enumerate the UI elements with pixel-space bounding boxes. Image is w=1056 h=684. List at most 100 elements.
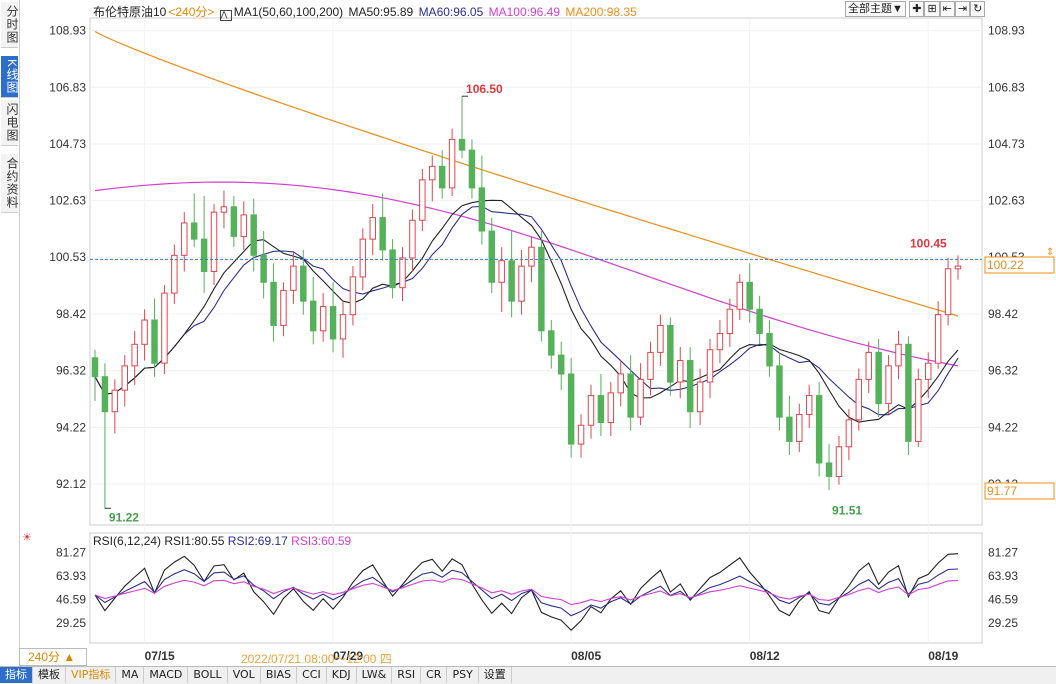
price-tick-right: 108.93 xyxy=(988,24,1025,38)
rsi-tick-left: 29.25 xyxy=(56,616,86,630)
indicator-tab-12[interactable]: CR xyxy=(421,667,448,683)
indicator-tab-10[interactable]: LW& xyxy=(357,667,393,683)
rsi-tick-left: 63.93 xyxy=(56,569,86,583)
crosshair-icon[interactable]: ✚ xyxy=(909,1,925,17)
candle-body xyxy=(399,257,406,289)
high-annotation: 106.50 xyxy=(466,82,503,96)
zoom-in-icon[interactable]: ⊞ xyxy=(924,1,940,17)
rsi-title: RSI(6,12,24) xyxy=(93,534,162,548)
ma200-value: MA200:98.35 xyxy=(565,5,637,19)
tab-kline[interactable]: K线图 xyxy=(1,56,19,99)
indicator-tab-5[interactable]: BOLL xyxy=(188,667,228,683)
indicator-tab-7[interactable]: BIAS xyxy=(261,667,298,683)
candle-body xyxy=(200,238,208,272)
candle-body xyxy=(141,319,148,345)
indicator-tab-11[interactable]: RSI xyxy=(392,667,422,683)
ma200-line xyxy=(94,30,959,317)
candle-body xyxy=(796,413,803,442)
candle-body xyxy=(915,378,922,442)
last-icon[interactable]: ⇥ xyxy=(954,1,971,17)
indicator-tab-0[interactable]: 指标 xyxy=(0,667,33,683)
candle-body xyxy=(478,187,486,232)
theme-button[interactable]: 全部主题▼ xyxy=(845,1,906,17)
candle-body xyxy=(944,268,952,316)
indicator-tab-6[interactable]: VOL xyxy=(228,667,261,683)
candle-body xyxy=(885,365,892,405)
indicator-tab-13[interactable]: PSY xyxy=(447,667,479,683)
rsi1-value: RSI1:80.55 xyxy=(164,534,225,548)
refresh-icon[interactable]: ↻ xyxy=(970,1,986,17)
candle-body xyxy=(786,416,793,442)
chart-canvas[interactable]: 108.93 108.93 106.83 106.83 104.73 104.73 102.… xyxy=(0,0,1056,666)
candle-body xyxy=(567,373,575,445)
rsi-tick-right: 29.25 xyxy=(988,616,1018,630)
candle-body xyxy=(617,373,624,394)
candle-body xyxy=(875,351,882,405)
candle-body xyxy=(429,165,436,181)
left-tab-bar: 分时图 K线图 闪电图 合约资料 xyxy=(0,0,20,683)
candle-body xyxy=(905,343,912,442)
rsi-tick-left: 46.59 xyxy=(56,592,86,606)
tab-flash-chart[interactable]: 闪电图 xyxy=(1,100,19,146)
candle-body xyxy=(627,373,634,418)
candle-body xyxy=(250,214,257,256)
tab-timeshare[interactable]: 分时图 xyxy=(1,2,19,48)
top-toolbar: 全部主题▼ ✚ ⊞ ⇤ ⇥ ↻ xyxy=(845,1,986,17)
ma200-value-label: 91.77 xyxy=(987,484,1017,498)
indicator-tab-2[interactable]: VIP指标 xyxy=(66,667,117,683)
tab-contract-info[interactable]: 合约资料 xyxy=(1,154,19,213)
timestamp-label: 2022/07/21 08:00～12:00 四 xyxy=(241,652,392,666)
chart-icon: ⋀ xyxy=(219,10,232,21)
candle-body xyxy=(329,306,337,340)
last-price-box xyxy=(984,256,1055,274)
indicator-tab-8[interactable]: CCI xyxy=(297,667,327,683)
candle-body xyxy=(210,211,218,272)
candle-body xyxy=(319,306,327,332)
candle-body xyxy=(379,217,386,251)
candle-body xyxy=(696,381,704,413)
price-arrow-icon: ⇕ xyxy=(1046,247,1054,258)
candle-body xyxy=(359,238,367,278)
candle-body xyxy=(577,424,585,445)
ma60-line xyxy=(94,205,959,416)
candle-body xyxy=(121,365,128,391)
candle-body xyxy=(111,389,119,413)
candle-body xyxy=(181,222,188,256)
rsi-tick-right: 63.93 xyxy=(988,569,1018,583)
candle-body xyxy=(101,376,109,413)
candle-body xyxy=(925,362,932,380)
indicator-tab-bar: 指标 模板 VIP指标 MA MACD BOLL VOL BIAS CCI KDJ LW& RSI CR… xyxy=(0,666,1056,684)
candle-body xyxy=(310,300,317,332)
candle-body xyxy=(557,354,565,375)
price-tick-right: 106.83 xyxy=(988,80,1025,94)
candle-body xyxy=(508,260,515,302)
ma50-value: MA50:95.89 xyxy=(348,5,414,19)
indicator-tab-4[interactable]: MACD xyxy=(144,667,189,683)
price-tick-right: 102.63 xyxy=(988,194,1025,208)
indicator-tab-9[interactable]: KDJ xyxy=(327,667,357,683)
ma60-value: MA60:96.05 xyxy=(418,5,484,19)
rsi1-line xyxy=(94,553,959,631)
candle-body xyxy=(528,246,535,267)
candle-body xyxy=(865,351,872,380)
price-tick-left: 100.53 xyxy=(49,250,86,264)
rsi-tick-right: 46.59 xyxy=(988,592,1018,606)
candle-body xyxy=(220,206,228,213)
candle-body xyxy=(339,314,347,340)
period-dropdown[interactable]: 240分 ▲ xyxy=(19,648,87,666)
rsi-legend: RSI(6,12,24) RSI1:80.55 RSI2:69.17 RSI3:… xyxy=(93,534,351,548)
ma-label: MA1(50,60,100,200) xyxy=(233,5,344,19)
candle-body xyxy=(706,349,714,383)
candle-body xyxy=(716,333,724,351)
rsi2-value: RSI2:69.17 xyxy=(227,534,288,548)
candle-body xyxy=(300,265,307,302)
indicator-tab-1[interactable]: 模板 xyxy=(33,667,66,683)
x-tick-label: 08/12 xyxy=(750,649,780,663)
price-tick-left: 106.83 xyxy=(49,80,86,94)
candle-body xyxy=(518,265,525,302)
indicator-tab-14[interactable]: 设置 xyxy=(479,667,512,683)
indicator-tab-3[interactable]: MA xyxy=(116,667,145,683)
candle-body xyxy=(409,219,416,259)
first-icon[interactable]: ⇤ xyxy=(939,1,955,17)
candle-body xyxy=(438,165,446,189)
